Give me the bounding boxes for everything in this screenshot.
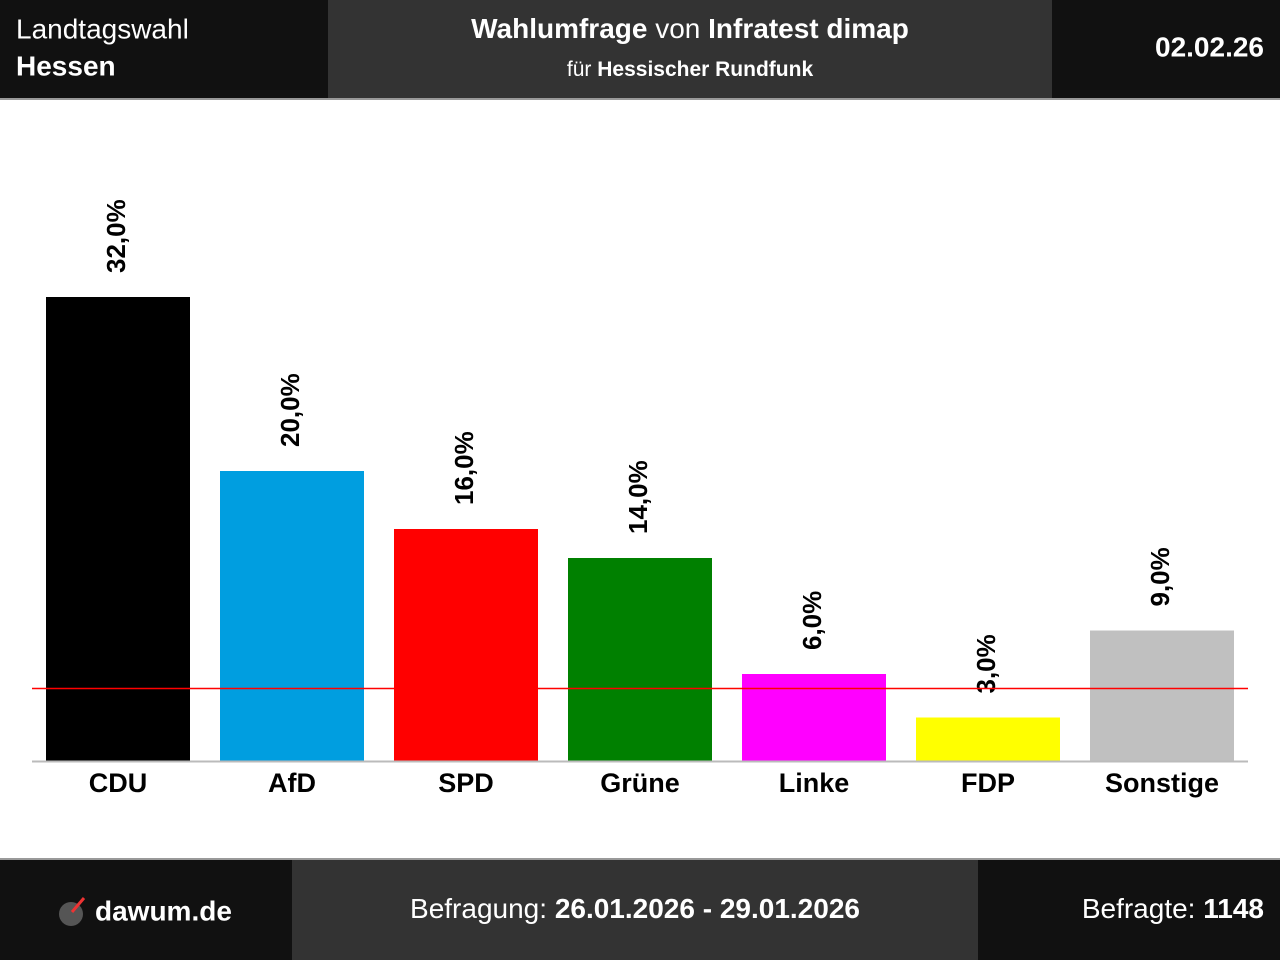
bar — [568, 558, 712, 761]
bar — [220, 471, 364, 761]
category-label: SPD — [438, 768, 494, 798]
category-label: FDP — [961, 768, 1015, 798]
title-a: Wahlumfrage — [471, 13, 647, 44]
period: Befragung: 26.01.2026 - 29.01.2026 — [410, 893, 860, 924]
footer-left — [0, 860, 292, 960]
footer-center — [292, 860, 978, 960]
title-c: Infratest dimap — [708, 13, 909, 44]
date: 02.02.26 — [1155, 31, 1264, 62]
category-label: Grüne — [600, 768, 680, 798]
sample-value: 1148 — [1203, 893, 1264, 924]
bar — [1090, 630, 1234, 761]
category-label: CDU — [89, 768, 148, 798]
site: dawum.de — [95, 895, 232, 926]
category-label: Linke — [779, 768, 850, 798]
state: Hessen — [16, 50, 116, 81]
bar — [916, 717, 1060, 761]
bar — [742, 674, 886, 761]
title: Wahlumfrage von Infratest dimap — [471, 13, 909, 44]
header-rule — [0, 98, 1280, 100]
value-label: 16,0% — [449, 431, 479, 505]
header-center — [328, 0, 1052, 98]
category-label: AfD — [268, 768, 316, 798]
sample: Befragte: 1148 — [1082, 893, 1264, 924]
category-label: Sonstige — [1105, 768, 1219, 798]
bar — [394, 529, 538, 761]
footer-right — [978, 860, 1280, 960]
value-label: 6,0% — [797, 591, 827, 650]
value-label: 9,0% — [1145, 547, 1175, 606]
subtitle: für Hessischer Rundfunk — [567, 58, 814, 81]
header-right — [1052, 0, 1280, 98]
value-label: 14,0% — [623, 460, 653, 534]
sample-label: Befragte: — [1082, 893, 1196, 924]
title-b: von — [655, 13, 700, 44]
sub-a: für — [567, 58, 592, 81]
value-label: 3,0% — [971, 634, 1001, 693]
value-label: 20,0% — [275, 373, 305, 447]
sub-b: Hessischer Rundfunk — [597, 58, 813, 81]
footer-rule — [0, 858, 1280, 860]
bar — [46, 297, 190, 761]
period-value: 26.01.2026 - 29.01.2026 — [555, 893, 860, 924]
header-left — [0, 0, 328, 98]
election: Landtagswahl — [16, 13, 189, 44]
period-label: Befragung: — [410, 893, 547, 924]
logo-needle — [70, 897, 86, 913]
value-label: 32,0% — [101, 199, 131, 273]
